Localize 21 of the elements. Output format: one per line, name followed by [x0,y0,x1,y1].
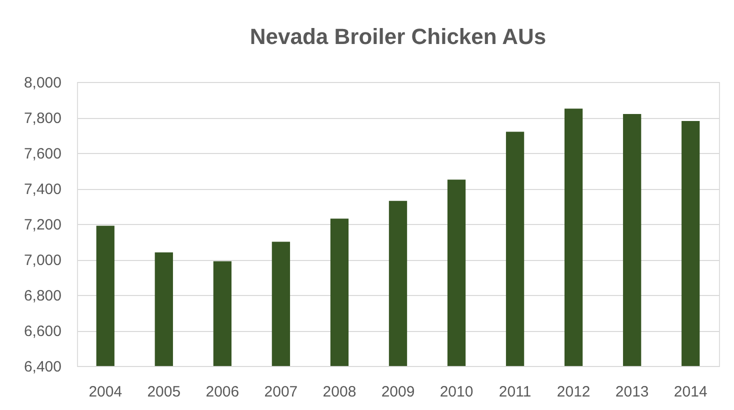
y-tick-label: 7,000 [24,252,62,269]
y-tick-label: 7,400 [24,181,62,198]
y-tick-label: 8,000 [24,74,62,92]
y-tick-label: 6,600 [24,323,62,340]
x-tick-label: 2014 [674,384,708,400]
x-tick-label: 2006 [206,384,240,400]
x-tick-label: 2004 [88,384,122,400]
x-tick-label: 2011 [498,384,532,400]
x-tick-label: 2009 [381,384,415,400]
x-tick-label: 2007 [264,384,298,400]
chart-title: Nevada Broiler Chicken AUs [250,24,546,49]
y-tick-label: 7,600 [24,146,62,162]
x-tick-label: 2005 [147,384,181,400]
y-tick-label: 6,800 [24,288,62,304]
x-tick-label: 2013 [615,384,649,400]
y-tick-label: 7,200 [24,216,62,234]
y-tick-label: 7,800 [24,110,62,127]
x-tick-label: 2008 [322,384,356,400]
x-tick-label: 2012 [556,384,590,400]
x-tick-label: 2010 [440,384,474,400]
y-tick-label: 6,400 [24,358,62,376]
